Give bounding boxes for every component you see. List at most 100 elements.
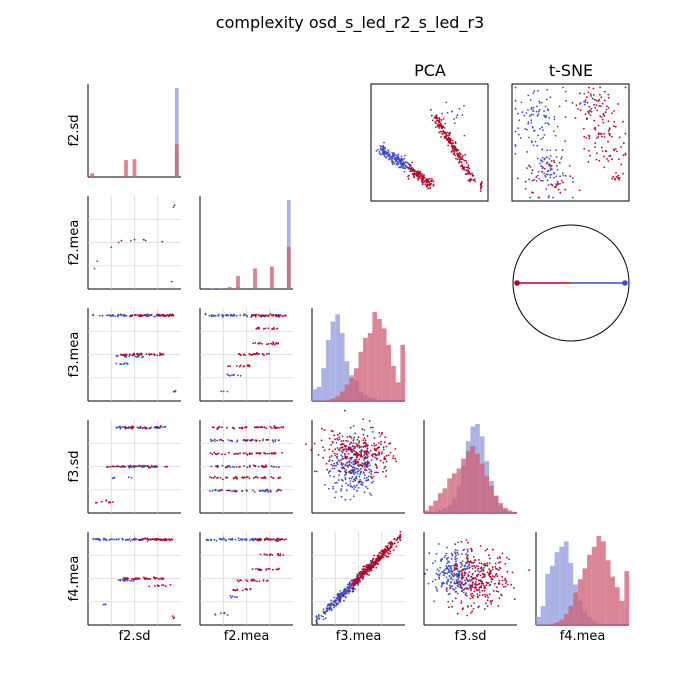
scatter-point bbox=[435, 114, 438, 117]
scatter-point bbox=[598, 98, 601, 101]
scatter-point bbox=[353, 495, 355, 498]
scatter-point bbox=[440, 119, 443, 121]
x-axis-label: f2.mea bbox=[224, 629, 270, 644]
scatter-point bbox=[123, 355, 126, 358]
scatter-point bbox=[217, 490, 220, 492]
scatter-point bbox=[496, 575, 499, 578]
scatter-point bbox=[608, 128, 611, 131]
scatter-point bbox=[128, 353, 131, 356]
scatter-point bbox=[504, 579, 507, 582]
scatter-point bbox=[595, 137, 598, 139]
scatter-point bbox=[241, 589, 244, 592]
scatter-point bbox=[463, 168, 465, 171]
scatter-point bbox=[532, 92, 535, 94]
scatter-point bbox=[415, 174, 418, 177]
scatter-point bbox=[544, 174, 547, 177]
scatter-point bbox=[558, 105, 561, 108]
scatter-point bbox=[342, 592, 345, 595]
scatter-point bbox=[358, 469, 361, 472]
scatter-point bbox=[277, 554, 280, 557]
scatter-point bbox=[494, 566, 497, 568]
scatter-point bbox=[397, 541, 399, 544]
scatter-point bbox=[606, 158, 608, 160]
histogram-bar-red bbox=[367, 333, 373, 401]
scatter-point bbox=[246, 589, 249, 591]
scatter-point bbox=[454, 591, 457, 593]
scatter-point bbox=[363, 437, 366, 440]
scatter-point bbox=[421, 179, 424, 182]
scatter-point bbox=[341, 479, 344, 482]
scatter-point bbox=[471, 596, 474, 599]
scatter-point bbox=[356, 438, 359, 441]
scatter-point bbox=[329, 475, 331, 477]
scatter-point bbox=[345, 590, 348, 592]
scatter-point bbox=[477, 573, 480, 576]
scatter-point bbox=[537, 170, 540, 173]
pair-plot-grid bbox=[87, 84, 630, 626]
scatter-point bbox=[385, 445, 388, 448]
scatter-point bbox=[456, 114, 459, 117]
scatter-point bbox=[364, 439, 367, 442]
histogram-bar-blue bbox=[335, 314, 340, 401]
scatter-point bbox=[447, 134, 449, 137]
scatter-point bbox=[342, 449, 345, 451]
scatter-point bbox=[471, 577, 474, 579]
scatter-point bbox=[366, 447, 369, 450]
scatter-point bbox=[264, 538, 267, 540]
scatter-point bbox=[231, 374, 234, 376]
scatter-point bbox=[434, 578, 437, 581]
scatter-point bbox=[389, 451, 392, 454]
scatter-point bbox=[383, 141, 385, 144]
scatter-point bbox=[550, 173, 553, 176]
scatter-point bbox=[357, 436, 360, 439]
scatter-point bbox=[343, 409, 346, 412]
scatter-point bbox=[544, 122, 547, 125]
scatter-point bbox=[436, 568, 439, 571]
scatter-point bbox=[425, 178, 428, 181]
scatter-point bbox=[366, 568, 369, 571]
scatter-point bbox=[337, 433, 339, 436]
scatter-point bbox=[148, 353, 150, 355]
scatter-point bbox=[263, 426, 266, 429]
scatter-point bbox=[432, 183, 435, 186]
scatter-point bbox=[530, 114, 533, 116]
scatter-point bbox=[368, 461, 370, 464]
scatter-point bbox=[473, 602, 475, 604]
scatter-point bbox=[462, 155, 464, 157]
scatter-point bbox=[525, 112, 528, 114]
scatter-point bbox=[117, 354, 119, 357]
scatter-point bbox=[122, 538, 124, 541]
scatter-point bbox=[340, 489, 342, 492]
histogram-bar-blue bbox=[330, 321, 336, 401]
scatter-point bbox=[441, 583, 444, 585]
scatter-point bbox=[161, 240, 164, 243]
scatter-point bbox=[413, 170, 416, 173]
scatter-point bbox=[397, 159, 399, 161]
scatter-point bbox=[272, 342, 275, 345]
histogram-bar-red bbox=[442, 488, 448, 513]
scatter-point bbox=[173, 204, 176, 207]
scatter-point bbox=[161, 584, 163, 586]
loading-point-red bbox=[514, 280, 520, 286]
scatter-point bbox=[461, 114, 464, 116]
scatter-point bbox=[484, 586, 487, 589]
scatter-point bbox=[536, 114, 539, 117]
scatter-point bbox=[363, 572, 366, 575]
scatter-point bbox=[128, 466, 131, 469]
histogram-bar-blue bbox=[563, 541, 569, 625]
scatter-point bbox=[498, 597, 501, 600]
scatter-point bbox=[119, 313, 122, 316]
scatter-point bbox=[267, 567, 270, 570]
scatter-point bbox=[360, 464, 363, 467]
scatter-point bbox=[338, 438, 341, 441]
scatter-point bbox=[354, 454, 357, 456]
scatter-point bbox=[174, 389, 177, 392]
scatter-point bbox=[599, 93, 601, 96]
scatter-point bbox=[111, 465, 114, 468]
scatter-point bbox=[216, 439, 219, 442]
scatter-point bbox=[435, 586, 437, 589]
scatter-point bbox=[328, 607, 331, 610]
scatter-point bbox=[398, 535, 401, 537]
scatter-point bbox=[342, 466, 345, 468]
scatter-point bbox=[401, 164, 404, 166]
